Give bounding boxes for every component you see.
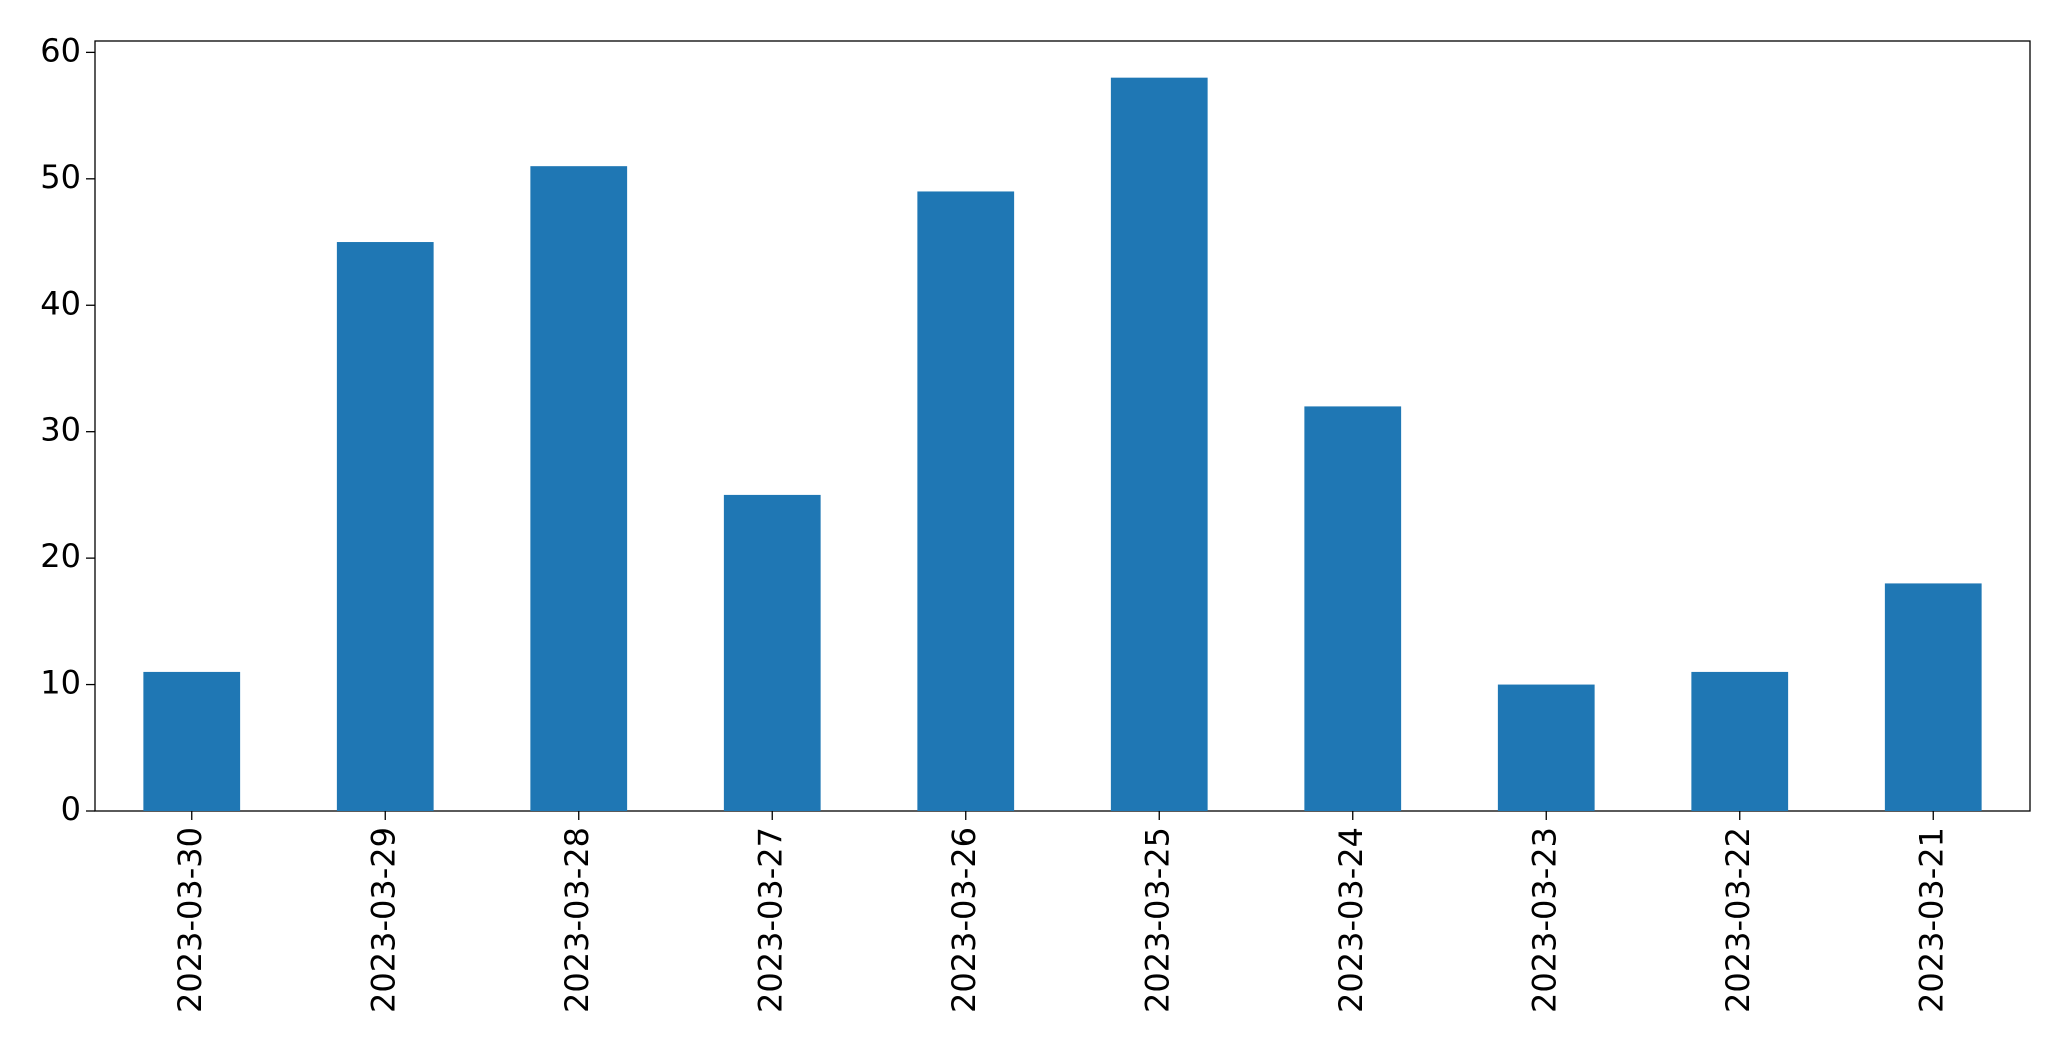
y-tick-label: 30	[40, 411, 81, 449]
bar	[143, 671, 241, 811]
y-tick-label: 40	[40, 284, 81, 322]
bar	[1304, 406, 1402, 811]
bar	[1110, 77, 1208, 811]
x-tick-label: 2023-03-23	[1525, 827, 1563, 1013]
x-tick-label: 2023-03-24	[1332, 827, 1370, 1013]
bar	[1497, 684, 1595, 811]
x-tick-label: 2023-03-22	[1719, 827, 1757, 1013]
x-tick-label: 2023-03-25	[1138, 827, 1176, 1013]
y-tick-label: 10	[40, 664, 81, 702]
x-tick-label: 2023-03-26	[945, 827, 983, 1013]
x-tick-label: 2023-03-27	[751, 827, 789, 1013]
y-tick-label: 60	[40, 31, 81, 69]
x-tick-label: 2023-03-30	[171, 827, 209, 1013]
y-tick-label: 0	[61, 790, 81, 828]
x-tick-label: 2023-03-28	[558, 827, 596, 1013]
x-tick-label: 2023-03-21	[1912, 827, 1950, 1013]
y-tick-label: 50	[40, 158, 81, 196]
bar	[336, 242, 434, 811]
y-tick-label: 20	[40, 537, 81, 575]
bar	[723, 494, 821, 811]
plot-frame	[94, 40, 2031, 812]
x-tick-label: 2023-03-29	[364, 827, 402, 1013]
bar	[530, 166, 628, 811]
bar	[917, 191, 1015, 811]
bar	[1691, 671, 1789, 811]
bar	[1884, 583, 1982, 811]
